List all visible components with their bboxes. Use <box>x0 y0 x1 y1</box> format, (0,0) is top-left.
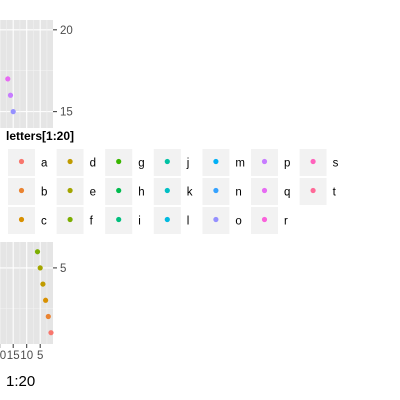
legend-label-d: d <box>90 158 96 170</box>
y-tick-label: 20 <box>60 25 73 37</box>
legend-key-dot-j <box>164 158 170 165</box>
data-point-c <box>43 297 49 303</box>
legend-key-dot-t <box>310 187 316 194</box>
legend-key-dot-h <box>116 187 122 194</box>
legend-label-t: t <box>333 187 337 199</box>
legend-key-dot-m <box>213 158 219 165</box>
data-point-q <box>5 76 11 82</box>
data-point-a <box>48 330 54 336</box>
legend-key-dot-f <box>67 216 73 223</box>
legend-title: letters[1:20] <box>6 129 74 143</box>
legend-key-dot-l <box>164 216 170 223</box>
data-point-e <box>37 265 43 271</box>
legend-label-k: k <box>187 187 193 199</box>
legend-keys: a b c d e f g h i j k l m n o p q r s t <box>8 149 339 234</box>
top-panel-points <box>5 76 16 115</box>
legend-key-dot-i <box>116 216 122 223</box>
x-axis: 201510 5 <box>0 344 43 362</box>
x-axis-title: 1:20 <box>6 373 35 390</box>
legend-key-dot-k <box>164 187 170 194</box>
legend-key-dot-o <box>213 216 219 223</box>
x-tick-label: 15 <box>7 350 20 362</box>
data-point-b <box>45 313 51 320</box>
legend-label-s: s <box>333 158 339 170</box>
data-point-f <box>34 249 41 255</box>
legend-label-g: g <box>138 158 144 170</box>
legend-key-dot-s <box>310 158 316 165</box>
data-point-d <box>40 281 46 287</box>
legend-key-dot-e <box>67 187 73 194</box>
legend-label-l: l <box>187 216 190 228</box>
bottom-panel-y-axis: 5 <box>53 263 66 275</box>
legend-label-f: f <box>90 216 94 228</box>
legend-key-dot-g <box>116 158 122 165</box>
legend-key-dot-d <box>67 158 73 165</box>
legend-key-dot-q <box>261 187 268 194</box>
legend: letters[1:20] a b c d e f g h i j k l m n o p q r s t <box>0 128 400 242</box>
data-point-p <box>7 92 14 98</box>
bottom-panel-points <box>34 249 54 336</box>
y-tick-label: 15 <box>60 107 73 119</box>
legend-key-dot-p <box>261 158 268 165</box>
legend-label-m: m <box>235 158 245 170</box>
legend-key-dot-a <box>18 158 25 165</box>
x-tick-label: 20 <box>0 350 6 362</box>
bottom-panel-grid <box>0 242 53 344</box>
legend-label-a: a <box>41 158 48 170</box>
legend-label-r: r <box>284 216 288 228</box>
legend-label-h: h <box>138 187 144 199</box>
legend-label-q: q <box>284 187 290 199</box>
legend-label-o: o <box>235 216 241 228</box>
x-tick-label: 10 <box>20 350 33 362</box>
legend-key-dot-n <box>213 187 219 194</box>
data-point-o <box>10 109 16 115</box>
legend-label-b: b <box>41 187 47 199</box>
x-tick-label: 5 <box>37 350 43 362</box>
legend-label-e: e <box>90 187 96 199</box>
legend-key-dot-r <box>261 216 268 223</box>
legend-label-n: n <box>235 187 241 199</box>
legend-label-p: p <box>284 158 290 170</box>
legend-label-j: j <box>186 158 190 170</box>
legend-key-dot-c <box>18 216 25 223</box>
bottom-panel: 5 <box>0 242 66 344</box>
legend-label-i: i <box>138 216 141 228</box>
legend-label-c: c <box>41 216 47 228</box>
legend-key-dot-b <box>18 187 25 194</box>
y-tick-label: 5 <box>60 263 66 275</box>
